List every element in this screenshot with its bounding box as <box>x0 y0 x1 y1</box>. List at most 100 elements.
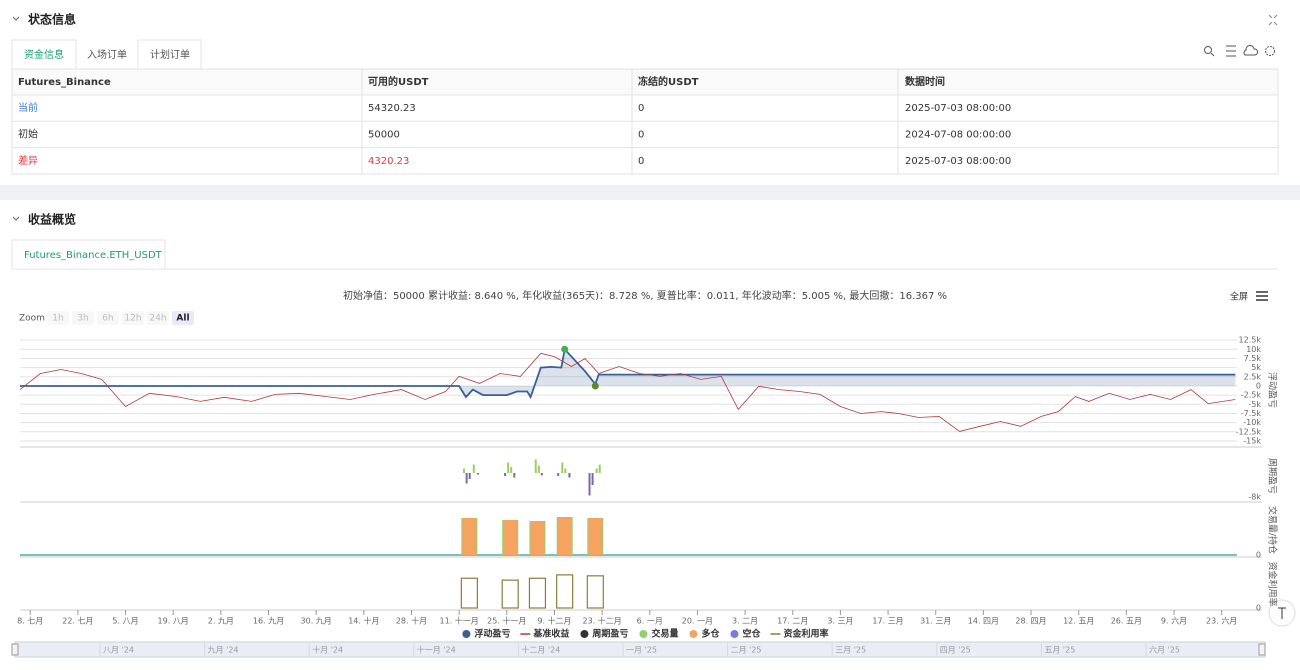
legend-label[interactable]: 空仓 <box>742 628 761 640</box>
x-tick-label: 12. 五月 <box>1063 617 1094 626</box>
table-cell: 0 <box>638 156 644 167</box>
x-tick-label: 30. 九月 <box>301 617 332 626</box>
settings-icon[interactable] <box>1265 46 1275 56</box>
table-header: 冻结的USDT <box>638 75 699 88</box>
navigator-label: 三月 '25 <box>835 646 866 655</box>
bar <box>465 473 468 484</box>
status-tab[interactable]: 入场订单 <box>87 48 127 61</box>
utilization-bar <box>501 579 519 609</box>
zoom-button[interactable]: 6h <box>102 314 113 324</box>
navigator-handle[interactable] <box>1258 643 1266 656</box>
legend-label[interactable]: 周期盈亏 <box>592 628 628 640</box>
zoom-button-bg <box>47 311 69 325</box>
cloud-icon[interactable] <box>1243 45 1259 56</box>
zoom-button[interactable]: 3h <box>77 314 88 324</box>
zoom-button[interactable]: 1h <box>52 314 63 324</box>
utilization-bar <box>460 577 478 609</box>
zoom-button[interactable]: 24h <box>149 314 166 324</box>
volume-bar <box>557 517 572 555</box>
y-axis-title: 交易量/持仓 <box>1267 506 1279 554</box>
overview-panel <box>0 200 1300 670</box>
x-tick-label: 20. 一月 <box>682 617 713 626</box>
zoom-button[interactable]: All <box>176 314 189 324</box>
legend-label[interactable]: 浮动盈亏 <box>474 628 510 640</box>
x-tick-label: 5. 八月 <box>112 617 138 626</box>
bar <box>510 467 513 473</box>
signal-marker <box>591 382 599 390</box>
x-tick-label: 8. 七月 <box>17 617 43 626</box>
table-cell: 2025-07-03 08:00:00 <box>905 103 1011 114</box>
summary: 初始净值：50000 累计收益: 8.640 %, 年化收益(365天)：8.7… <box>343 289 947 302</box>
navigator-handle[interactable] <box>11 643 19 656</box>
zoom-button[interactable]: 12h <box>124 314 141 324</box>
x-tick-label: 9. 六月 <box>1161 616 1187 626</box>
collapse-icon[interactable] <box>12 216 20 221</box>
navigator-label: 十一月 '24 <box>417 645 456 655</box>
expand-icon[interactable] <box>1268 14 1278 26</box>
y-tick-label: -12.5k <box>1236 427 1262 436</box>
legend-label[interactable]: 多仓 <box>701 628 720 640</box>
legend-label[interactable]: 资金利用率 <box>783 628 828 640</box>
x-tick-label: 3. 三月 <box>827 617 853 626</box>
y-axis-title: 资金利用率 <box>1267 561 1279 606</box>
y-tick-label: 0 <box>1256 551 1261 560</box>
bar <box>561 462 564 473</box>
x-tick-label: 28. 十月 <box>396 616 427 626</box>
x-tick-label: 6. 一月 <box>637 617 663 626</box>
table-cell: 当前 <box>18 101 38 114</box>
x-tick-label: 31. 三月 <box>920 617 951 626</box>
table-cell: 4320.23 <box>368 156 409 167</box>
tab-active-box <box>11 239 166 270</box>
tab-box <box>137 39 202 70</box>
collapse-icon[interactable] <box>12 16 20 21</box>
legend-symbol <box>639 630 648 638</box>
series-area <box>20 349 1236 397</box>
bar <box>598 464 601 473</box>
table-cell: 0 <box>638 103 644 114</box>
fullscreen-button[interactable]: 全屏 <box>1230 291 1248 303</box>
navigator-label: 四月 '25 <box>940 646 971 655</box>
toolbar-icons <box>1204 45 1275 57</box>
y-tick-label: 0 <box>1256 381 1261 390</box>
y-axis-title: 浮动盈亏 <box>1267 372 1279 408</box>
x-tick-label: 22. 七月 <box>62 617 93 626</box>
navigator-label: 六月 '25 <box>1149 645 1180 655</box>
bar <box>472 464 475 473</box>
y-tick-label: 5k <box>1251 363 1261 372</box>
menu-icon[interactable] <box>1256 291 1268 301</box>
legend-symbol <box>689 630 698 638</box>
status-tab[interactable]: 计划订单 <box>150 48 190 61</box>
x-tick-label: 17. 三月 <box>872 617 903 626</box>
legend-label[interactable]: 基准收益 <box>532 628 569 640</box>
legend-label[interactable]: 交易量 <box>651 628 678 640</box>
bar <box>557 473 560 476</box>
overview-tab[interactable]: Futures_Binance.ETH_USDT <box>24 250 163 261</box>
zoom-button-bg <box>147 311 169 325</box>
search-icon[interactable] <box>1204 46 1212 54</box>
legend-symbol <box>730 630 739 638</box>
table-header: 数据时间 <box>905 75 945 88</box>
bar <box>534 459 537 473</box>
y-tick-label: -2.5k <box>1241 391 1262 400</box>
x-tick-label: 25. 十一月 <box>487 616 526 626</box>
x-tick-label: 23. 十二月 <box>582 616 621 626</box>
status-tab[interactable]: 资金信息 <box>24 48 64 61</box>
x-tick-label: 3. 二月 <box>732 617 758 626</box>
y-tick-label: -10k <box>1243 418 1261 427</box>
bar <box>537 465 540 473</box>
table-cell: 50000 <box>368 130 400 141</box>
list-icon[interactable] <box>1226 45 1236 57</box>
overview-title: 收益概览 <box>28 212 76 227</box>
table-cell: 0 <box>638 130 644 141</box>
bar <box>564 468 567 473</box>
search-icon-handle <box>1210 52 1215 57</box>
utilization-bar <box>556 574 574 609</box>
zoom-label: Zoom <box>19 314 45 324</box>
zoom-button-bg <box>172 311 194 325</box>
table-cell: 初始 <box>18 128 38 141</box>
volume-bar <box>462 518 477 555</box>
x-tick-label: 11. 十一月 <box>440 616 479 626</box>
bar <box>568 473 571 478</box>
navigator-label: 十月 '24 <box>312 645 343 655</box>
navigator-label: 二月 '25 <box>731 646 762 655</box>
